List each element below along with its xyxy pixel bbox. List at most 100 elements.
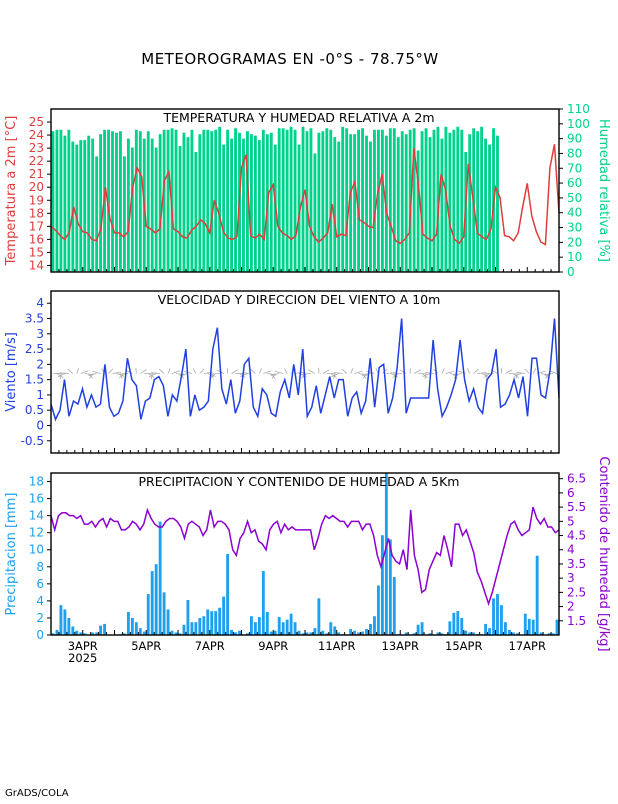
precip-bar [278, 617, 281, 635]
precip-bar [504, 622, 507, 635]
humidity-bar [234, 128, 237, 272]
precip-bar [556, 620, 559, 635]
precip-bar [67, 618, 70, 635]
y2-tick-label: 20 [567, 235, 582, 249]
precip-bar [484, 624, 487, 635]
wind-arrow [474, 369, 479, 374]
wind-arrow [446, 371, 454, 373]
humidity-bar [115, 133, 118, 272]
y-tick-label: 8 [36, 560, 44, 574]
humidity-bar [206, 130, 209, 272]
y2-tick-label: 3.5 [567, 557, 586, 571]
humidity-bar [218, 127, 221, 272]
y-tick-label: 2.5 [25, 342, 44, 356]
y2-tick-label: 5.5 [567, 500, 586, 514]
y2-tick-label: 2.5 [567, 585, 586, 599]
wind-arrow [77, 368, 79, 373]
humidity-bar [369, 142, 372, 272]
humidity-bar [111, 131, 114, 272]
y2-tick-label: 4.5 [567, 529, 586, 543]
humidity-bar [290, 127, 293, 272]
wind-arrow [140, 370, 146, 374]
x-tick-label: 17APR [509, 639, 546, 653]
precip-bar [460, 618, 463, 635]
precip-bar [575, 634, 578, 635]
y-axis-label: Precipitacion [mm] [4, 493, 19, 616]
humidity-bar [341, 127, 344, 272]
precip-bar [190, 622, 193, 635]
precip-bar [421, 622, 424, 635]
y-tick-label: 4 [36, 594, 44, 608]
humidity-bar [381, 130, 384, 272]
wind-arrow [323, 370, 329, 374]
wind-arrow [334, 373, 343, 374]
precip-bar [214, 611, 217, 635]
wind-arrow [342, 369, 347, 374]
precip-bar [282, 622, 285, 635]
precip-bar [587, 609, 590, 635]
wind-arrow [533, 368, 536, 373]
humidity-bar [313, 153, 316, 272]
wind-arrow [200, 369, 204, 374]
humidity-bar [79, 140, 82, 272]
y-tick-label: 6 [36, 577, 44, 591]
humidity-bar [183, 133, 186, 272]
precip-bar [313, 628, 316, 635]
humidity-bar [258, 140, 261, 272]
precip-bar [532, 620, 535, 635]
wind-arrow [285, 368, 288, 373]
humidity-bar [321, 131, 324, 272]
panel-title: PRECIPITACION Y CONTENIDO DE HUMEDAD A 5… [138, 474, 459, 489]
wind-arrow [355, 371, 363, 374]
y2-tick-label: 4 [567, 543, 575, 557]
precip-bar [448, 621, 451, 635]
wind-speed-line [51, 319, 559, 420]
precip-bar [151, 571, 154, 635]
humidity-bar [250, 134, 253, 272]
y-tick-label: 0.5 [25, 403, 44, 417]
precip-bar [385, 473, 388, 635]
y-tick-label: 16 [29, 492, 44, 506]
y2-tick-label: 3 [567, 571, 575, 585]
humidity-bar [210, 131, 213, 272]
wind-arrow [168, 368, 170, 373]
humidity-bar [405, 134, 408, 272]
precip-bar [56, 630, 59, 635]
humidity-bar [317, 133, 320, 272]
humidity-bar [67, 130, 70, 272]
y-tick-label: 14 [29, 258, 44, 272]
wind-arrow [467, 368, 469, 373]
precip-bar [488, 628, 491, 635]
y-tick-label: 22 [29, 154, 44, 168]
precip-bar [524, 614, 527, 635]
y2-tick-label: 5 [567, 514, 575, 528]
precip-bar [329, 622, 332, 635]
precip-bar [194, 622, 197, 635]
precip-bar [103, 624, 106, 635]
y2-tick-label: 2 [567, 600, 575, 614]
y2-tick-label: 6.5 [567, 472, 586, 486]
y2-tick-label: 30 [567, 221, 582, 235]
humidity-bar [262, 130, 265, 272]
wind-arrow [334, 374, 335, 379]
humidity-bar [393, 128, 396, 272]
humidity-bar [194, 152, 197, 272]
humidity-bar [226, 130, 229, 272]
humidity-bar [135, 130, 138, 272]
wind-arrow [60, 374, 61, 379]
humidity-bar [365, 136, 368, 272]
humidity-bar [353, 134, 356, 272]
humidity-bar [401, 131, 404, 272]
moisture-line [51, 507, 559, 604]
y2-tick-label: 90 [567, 132, 582, 146]
y-tick-label: 1.5 [25, 373, 44, 387]
x-axis-year: 2025 [68, 651, 97, 665]
precip-bar [230, 630, 233, 635]
humidity-bar [151, 139, 154, 272]
humidity-bar [131, 148, 134, 272]
humidity-bar [389, 128, 392, 272]
precip-bar [163, 592, 166, 635]
panel-title: VELOCIDAD Y DIRECCION DEL VIENTO A 10m [158, 292, 441, 307]
